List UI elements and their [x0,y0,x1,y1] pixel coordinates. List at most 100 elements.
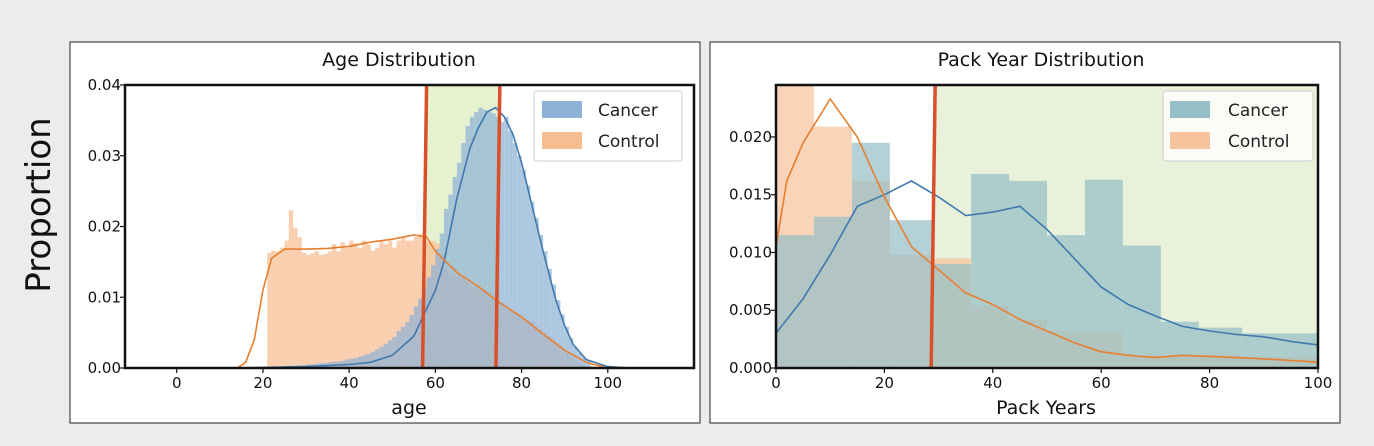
bar-cancer [512,143,518,368]
bar-control [387,240,393,368]
threshold-line [494,85,502,368]
bar-cancer [405,322,410,368]
bar-cancer [379,346,384,368]
bar-control [413,237,419,368]
bar-cancer [534,218,539,368]
figure-ylabel: Proportion [19,117,59,292]
kde-line-cancer [241,106,630,368]
bar-control [323,254,328,368]
bar-control [301,252,307,368]
x-tick-label: 100 [593,374,622,392]
bar-cancer [564,326,569,368]
bar-cancer [349,358,354,368]
bar-control [375,247,380,368]
bar-cancer [813,216,852,368]
bar-cancer [573,346,578,368]
bar-cancer [1160,321,1199,368]
bar-control [288,210,294,368]
y-tick-label: 0.020 [729,128,772,146]
bar-control [340,242,345,368]
bar-cancer [443,208,449,368]
bar-cancer [776,235,814,368]
bar-cancer [1242,333,1318,368]
bar-cancer [431,265,436,368]
bar-control [362,240,367,368]
bar-control [284,240,289,368]
bar-control [392,247,397,368]
legend-swatch-control [1170,132,1210,149]
bar-cancer [1084,179,1123,368]
legend-label-control: Control [1228,132,1289,152]
bar-cancer [482,109,488,368]
bar-cancer [500,121,505,368]
x-tick-label: 100 [1304,374,1333,392]
legend-swatch-cancer [542,101,582,118]
bar-cancer [504,116,509,368]
bar-cancer [556,300,561,368]
bar-control [318,254,324,368]
threshold-line [929,85,937,368]
bar-cancer [452,176,457,368]
legend-swatch-control [542,132,582,149]
x-tick-label: 0 [771,374,781,392]
bar-control [396,240,401,368]
bar-cancer [487,111,492,368]
y-tick-label: 0.02 [88,218,121,236]
threshold-line [420,85,429,368]
bar-cancer [448,194,453,368]
x-tick-label: 80 [512,374,531,392]
bar-control [370,250,376,368]
x-tick-label: 20 [253,374,272,392]
bar-cancer [1047,235,1085,368]
legend-label-cancer: Cancer [598,101,658,121]
x-tick-label: 40 [340,374,359,392]
bar-control [314,251,319,368]
bar-cancer [889,220,934,368]
y-tick-label: 0.03 [88,147,121,165]
x-axis-label: age [391,397,426,419]
bar-cancer [517,155,522,368]
bar-cancer [362,355,367,368]
chart-title: Pack Year Distribution [938,49,1145,71]
x-tick-label: 0 [172,374,182,392]
bar-control [366,244,371,368]
legend-label-cancer: Cancer [1228,101,1288,121]
bar-cancer [551,284,557,368]
plot-area: 0 20 40 60 80 100 0.000 0.005 0.010 0.015 0.020 [729,83,1333,392]
plot-area: 0 20 40 60 80 100 0.00 0.01 0.02 0.03 0.04 [88,76,696,392]
age-distribution-panel: Age Distribution age 0 20 40 60 80 100 0.00 0.0… [69,41,701,424]
bar-cancer [387,340,393,368]
bar-cancer [474,111,479,368]
bar-control [357,247,363,368]
bar-control [275,251,281,368]
y-tick-label: 0.01 [88,288,121,306]
y-tick-label: 0.015 [729,186,772,204]
bar-cancer [435,249,440,368]
bar-cancer [370,351,376,368]
bar-cancer [586,360,591,368]
bar-cancer [1009,180,1047,368]
bar-cancer [543,251,548,368]
kde-line-control [236,234,609,368]
x-tick-label: 80 [1200,374,1219,392]
legend: Cancer Control [533,90,683,162]
bar-cancer [971,173,1010,368]
bar-control [280,247,285,368]
x-axis-label: Pack Years [996,397,1096,419]
x-tick-label: 40 [983,374,1002,392]
y-tick-label: 0.00 [88,359,121,377]
bar-cancer [461,143,466,368]
bar-cancer [1122,245,1161,368]
bar-control [297,237,302,368]
bar-control [267,252,272,368]
y-tick-label: 0.04 [88,76,121,94]
x-tick-label: 60 [1092,374,1111,392]
bar-control [336,251,341,368]
bar-cancer [581,357,587,368]
bar-cancer [375,349,380,368]
bar-cancer [366,353,371,368]
bar-cancer [456,162,462,368]
bar-control [400,237,406,368]
bar-control [405,240,410,368]
legend-swatch-cancer [1170,101,1210,118]
